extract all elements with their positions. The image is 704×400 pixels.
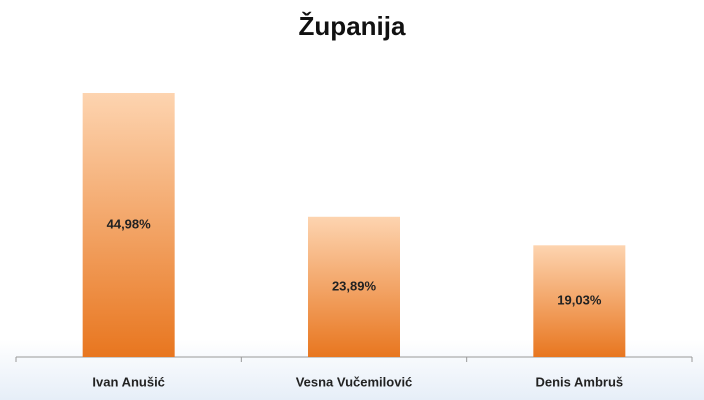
x-tick-label: Denis Ambruš <box>536 374 624 389</box>
x-tick-label: Vesna Vučemilović <box>296 374 413 389</box>
x-tick-label: Ivan Anušić <box>92 374 164 389</box>
bar <box>308 216 400 357</box>
bar <box>82 93 175 357</box>
bar <box>533 245 626 357</box>
data-label: 44,98% <box>107 216 152 231</box>
chart-title: Županija <box>299 11 406 41</box>
data-label: 23,89% <box>332 278 377 293</box>
data-label: 19,03% <box>557 293 602 308</box>
